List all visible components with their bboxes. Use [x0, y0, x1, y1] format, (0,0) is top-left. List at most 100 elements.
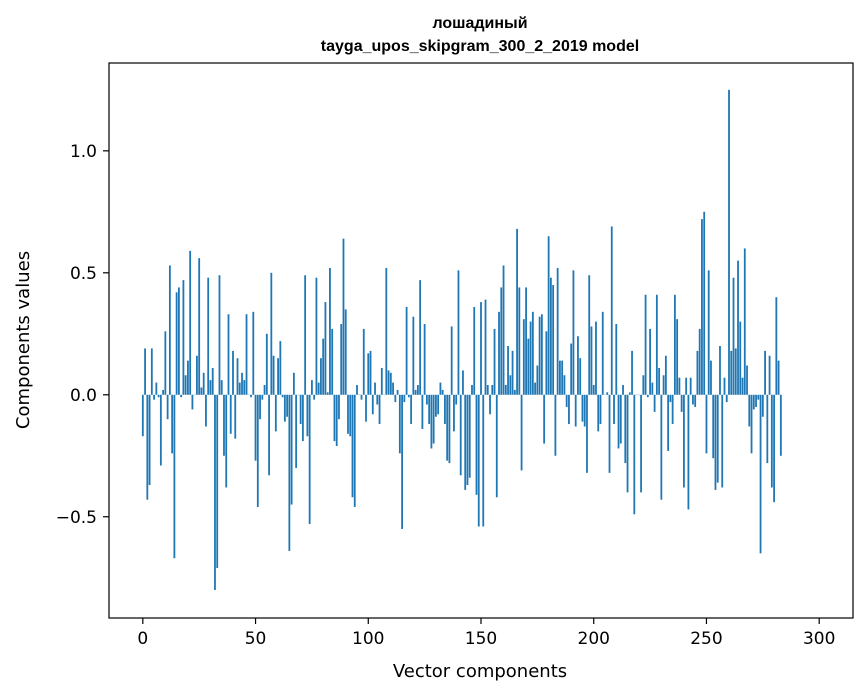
bar [376, 394, 379, 405]
bar [477, 394, 480, 527]
bar [457, 270, 460, 395]
bar [694, 394, 697, 407]
bar [502, 265, 505, 395]
bar [394, 394, 397, 403]
bar [322, 338, 325, 395]
bar [577, 336, 579, 395]
bar [423, 324, 426, 395]
bar [223, 394, 225, 456]
bar [437, 394, 440, 415]
bar [538, 316, 541, 395]
bar [241, 372, 243, 395]
bar [513, 389, 516, 395]
bar [270, 272, 273, 395]
bar [777, 360, 780, 395]
bar [265, 333, 268, 395]
bar [633, 394, 636, 515]
bar [268, 394, 270, 476]
bar [141, 394, 144, 437]
bar [157, 394, 160, 398]
bar [543, 394, 546, 444]
bar [398, 394, 401, 454]
bar [658, 367, 661, 395]
bar [480, 302, 482, 395]
bar [191, 394, 194, 410]
chart-title-line-2: tayga_upos_skipgram_300_2_2019 model [321, 38, 639, 55]
bar [144, 348, 146, 395]
bar [450, 326, 453, 395]
bar [308, 394, 311, 525]
bar [525, 287, 527, 395]
bar [428, 394, 431, 425]
bar [150, 348, 153, 395]
bar [475, 394, 478, 495]
bar [631, 350, 633, 395]
bar [218, 275, 221, 395]
bar [518, 287, 521, 395]
bar [277, 358, 279, 395]
bar [687, 394, 690, 510]
bar [737, 260, 739, 395]
bar [238, 382, 241, 395]
bar [198, 258, 201, 395]
bar [462, 370, 464, 395]
bar [574, 394, 577, 427]
bar [471, 385, 473, 395]
bar [678, 377, 681, 395]
bar [444, 394, 446, 425]
bar [342, 238, 345, 395]
bar [716, 394, 719, 483]
bar [768, 355, 771, 395]
bar [583, 394, 586, 427]
bar [166, 394, 169, 420]
bar [507, 345, 509, 395]
bar [171, 394, 174, 454]
bar [775, 297, 778, 395]
bar [755, 394, 757, 407]
bar [676, 319, 679, 395]
bar [664, 355, 667, 395]
bar [586, 394, 588, 473]
bar [732, 277, 735, 395]
bar [371, 394, 374, 415]
bar [333, 394, 336, 442]
bar [168, 265, 171, 395]
bar [491, 385, 494, 395]
bar [155, 382, 158, 395]
bar [378, 394, 381, 425]
bar [360, 394, 363, 400]
bar [446, 394, 449, 461]
bar [243, 380, 246, 395]
x-tick-label: 300 [803, 629, 835, 649]
bar [495, 394, 498, 498]
bar [721, 394, 724, 488]
bar [189, 250, 192, 395]
bar [304, 275, 307, 395]
x-tick-label: 50 [245, 629, 267, 649]
bar [365, 394, 367, 422]
bar [295, 394, 298, 468]
bar [552, 285, 555, 395]
bar [220, 380, 223, 395]
x-axis-label: Vector components [393, 661, 567, 682]
bar [545, 331, 548, 395]
bar [407, 394, 410, 398]
bar [301, 394, 304, 442]
bar [692, 394, 694, 405]
chart-title-line-1: лошадиный [432, 15, 527, 32]
x-tick-label: 250 [690, 629, 722, 649]
bar [173, 394, 176, 559]
bar [159, 394, 162, 466]
bar [646, 394, 649, 398]
x-axis: 0 50 100 150 200 250 300 [137, 618, 835, 649]
bar [572, 270, 575, 395]
bar [227, 314, 230, 395]
bar [757, 394, 760, 400]
bar [563, 375, 566, 395]
bar [662, 375, 665, 395]
bar [608, 394, 611, 473]
y-axis: −0.5 0.0 0.5 1.0 [56, 142, 109, 528]
bar [489, 394, 491, 415]
y-tick-label: 0.0 [70, 386, 97, 406]
bar [338, 394, 340, 420]
